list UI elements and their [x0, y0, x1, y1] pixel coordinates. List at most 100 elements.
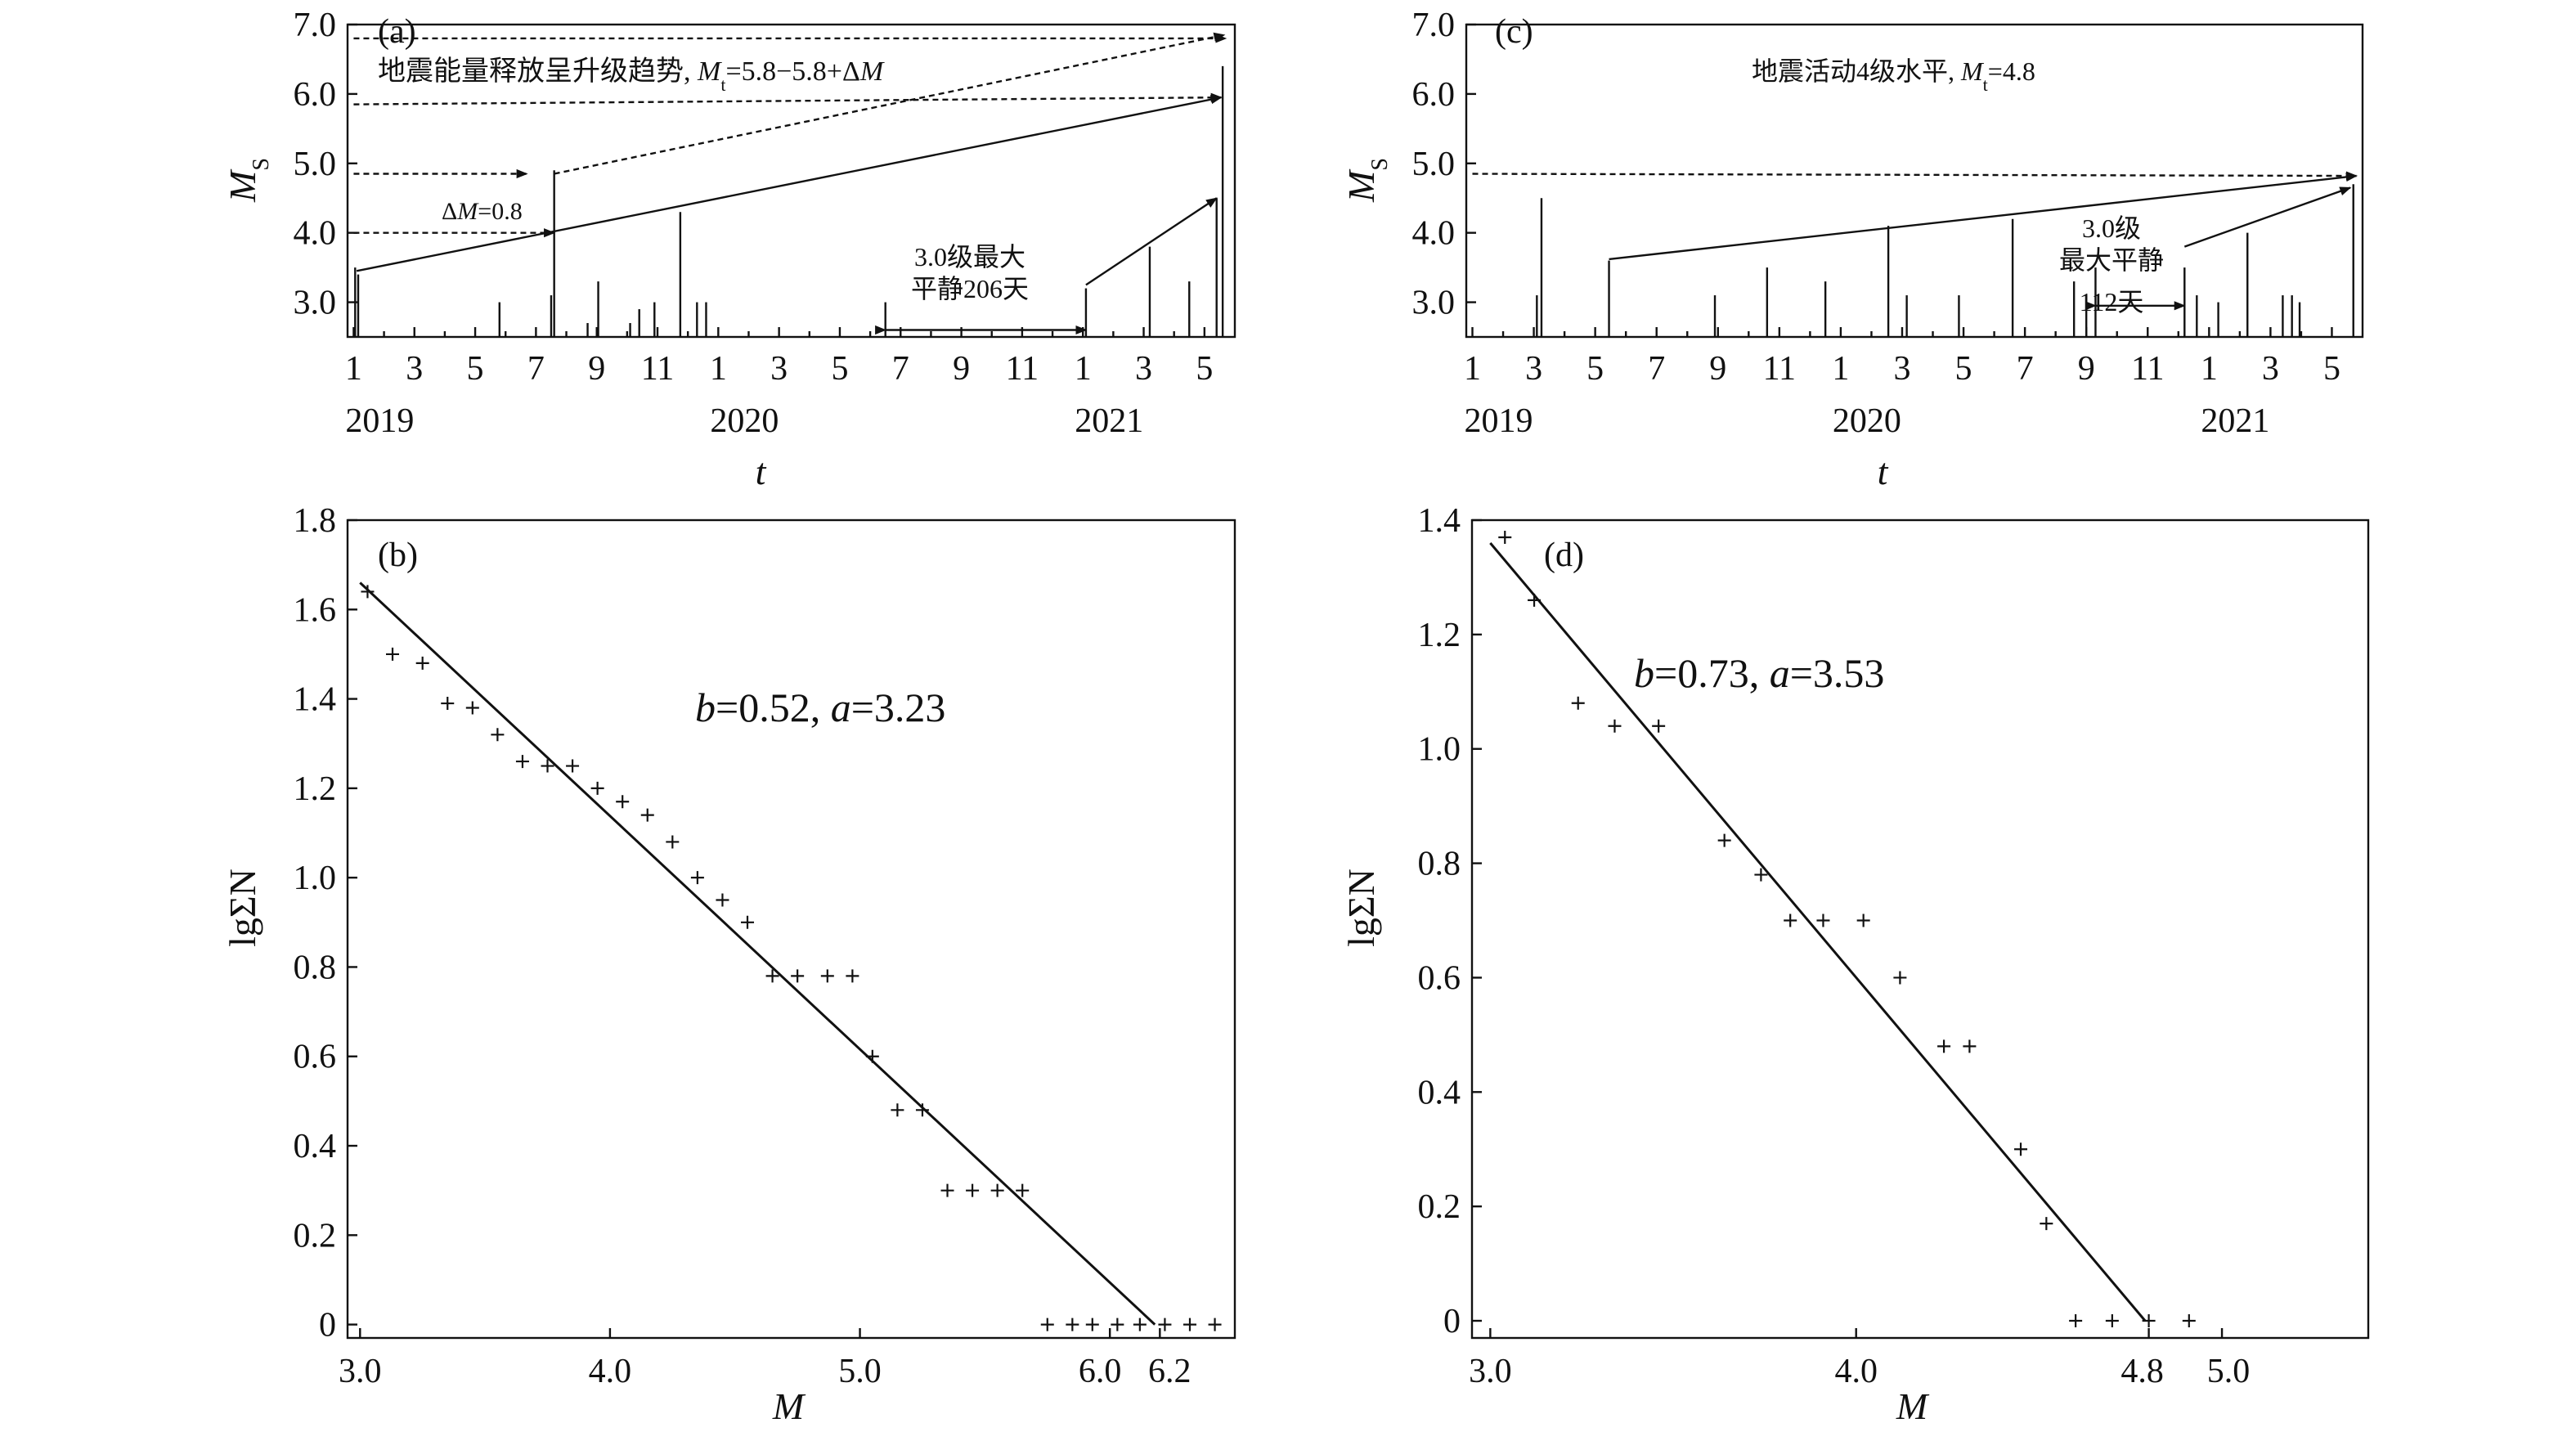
panel-b-data-point [791, 969, 805, 983]
panel-d-y-tick-label: 0.2 [1418, 1188, 1461, 1226]
panel-c-level-text: 地震活动4级水平, Mt=4.8 [1752, 56, 2035, 95]
panel-b-y-tick-label: 0.4 [294, 1128, 337, 1165]
panel-d-data-point [1717, 833, 1731, 847]
panel-b-data-point [515, 755, 529, 769]
panel-b-data-point [666, 835, 680, 849]
panel-d-data-point [2105, 1314, 2119, 1328]
panel-b-x-tick-label: 5.0 [838, 1353, 882, 1390]
panel-b-y-tick-label: 1.2 [294, 770, 337, 808]
panel-b-data-point [1183, 1318, 1196, 1331]
panel-c-year-label: 2019 [1465, 402, 1533, 440]
panel-b-data-point [716, 893, 729, 907]
panel-a-x-tick-label: 3 [406, 350, 423, 388]
panel-c-y-axis-label: MS [1340, 158, 1393, 203]
panel-c-x-tick-label: 7 [1648, 350, 1665, 388]
panel-d-y-axis-label: lgΣN [1340, 869, 1382, 947]
panel-a-x-tick-label: 9 [953, 350, 970, 388]
panel-a-trend-line [356, 95, 1223, 272]
panel-c-y-tick-label: 7.0 [1412, 7, 1456, 44]
panel-b-data-point [541, 759, 554, 773]
panel-b-data-point [1158, 1318, 1172, 1331]
panel-d-y-tick-label: 1.0 [1418, 731, 1461, 769]
panel-c-x-tick-label: 3 [1525, 350, 1542, 388]
panel-a-events [354, 65, 1224, 337]
panel-a-y-tick-label: 7.0 [294, 7, 337, 44]
panel-b-data-point [590, 781, 604, 795]
panel-c-frame [1465, 23, 2364, 339]
panel-b-data-point [386, 647, 400, 661]
panel-d-gutenberg-richter: 1.4 1.2 1.0 0.8 0.6 0.4 0.2 03.0 4.0 4.8 5.0 (d) b… [1340, 502, 2370, 1427]
panel-a-frame [346, 23, 1236, 339]
panel-c-y-tick-label: 5.0 [1412, 146, 1456, 183]
panel-d-fit-line [1489, 542, 2147, 1322]
panel-a-pointer-arrow [1085, 197, 1218, 286]
panel-c-y-tick-label: 4.0 [1412, 215, 1456, 253]
panel-c-year-label: 2021 [2201, 402, 2269, 440]
panel-b-y-tick-label: 1.6 [294, 591, 337, 629]
panel-c-dashed-level [1472, 171, 2358, 181]
panel-c-x-tick-label: 3 [2262, 350, 2279, 388]
panel-b-data-point [990, 1183, 1004, 1197]
panel-d-x-tick-label: 4.8 [2120, 1353, 2164, 1390]
panel-b-data-point [361, 585, 375, 599]
panel-a-x-tick-label: 1 [1075, 350, 1092, 388]
panel-b-data-point [1111, 1318, 1124, 1331]
panel-a-x-tick-label: 7 [527, 350, 545, 388]
panel-d-frame [1470, 518, 2370, 1340]
panel-b-data-point [765, 969, 779, 983]
panel-c-label: (c) [1495, 13, 1533, 51]
panel-b-data-point [891, 1103, 904, 1117]
panel-d-data-point [1856, 914, 1870, 927]
panel-b-data-point [1133, 1318, 1147, 1331]
panel-d-data-point [1652, 719, 1666, 733]
panel-a-year-label: 2020 [710, 402, 779, 440]
panel-d-points [1489, 530, 2196, 1328]
panel-c-pointer-arrow [2183, 186, 2352, 248]
panel-d-y-tick-label: 0.6 [1418, 959, 1461, 997]
panel-d-equation: b=0.73, a=3.53 [1634, 650, 1884, 696]
panel-c-x-tick-label: 9 [1709, 350, 1726, 388]
panel-b-data-point [741, 915, 755, 929]
panel-d-y-tick-label: 1.4 [1418, 502, 1461, 540]
panel-a-y-tick-label: 3.0 [294, 285, 337, 322]
panel-a-x-tick-label: 3 [1135, 350, 1152, 388]
panel-b-data-point [966, 1183, 980, 1197]
panel-b-x-tick-label: 3.0 [339, 1353, 382, 1390]
panel-c-year-label: 2020 [1833, 402, 1901, 440]
panel-a-label: (a) [378, 13, 416, 51]
panel-a-x-tick-label: 5 [831, 350, 848, 388]
panel-a-x-axis-label: t [756, 451, 767, 492]
panel-a-x-tick-label: 1 [710, 350, 727, 388]
panel-a-x-tick-label: 5 [467, 350, 484, 388]
panel-d-data-point [1937, 1039, 1951, 1053]
panel-d-data-point [1571, 696, 1585, 710]
panel-a-guides [353, 32, 1227, 335]
panel-d-data-point [2014, 1142, 2028, 1156]
panel-b-data-point [491, 728, 505, 742]
panel-c-quiet-line2: 最大平静 [2059, 245, 2164, 275]
panel-b-y-tick-label: 0 [319, 1307, 336, 1344]
panel-b-data-point [441, 697, 455, 711]
panel-d-data-point [1608, 719, 1622, 733]
panel-b-data-point [1208, 1318, 1222, 1331]
panel-b-data-point [1066, 1318, 1079, 1331]
panel-b-data-point [820, 969, 834, 983]
panel-b-y-tick-label: 1.0 [294, 860, 337, 897]
panel-c-x-tick-label: 7 [2017, 350, 2034, 388]
panel-d-axes: 1.4 1.2 1.0 0.8 0.6 0.4 0.2 03.0 4.0 4.8 5.0 [1418, 502, 2251, 1390]
panel-b-points [359, 581, 1222, 1331]
panel-d-y-tick-label: 0 [1443, 1303, 1461, 1340]
panel-b-x-tick-label: 6.0 [1079, 1353, 1122, 1390]
panel-c-x-tick-label: 11 [1763, 350, 1796, 388]
panel-b-y-tick-label: 0.2 [294, 1217, 337, 1255]
panel-b-data-point [465, 701, 479, 715]
panel-d-data-point [2182, 1314, 2196, 1328]
panel-b-fit-line [359, 581, 1156, 1326]
panel-a-x-tick-label: 9 [588, 350, 605, 388]
panel-b-data-point [640, 808, 654, 822]
panel-c-x-tick-label: 1 [1832, 350, 1849, 388]
panel-c-events [1536, 184, 2354, 337]
